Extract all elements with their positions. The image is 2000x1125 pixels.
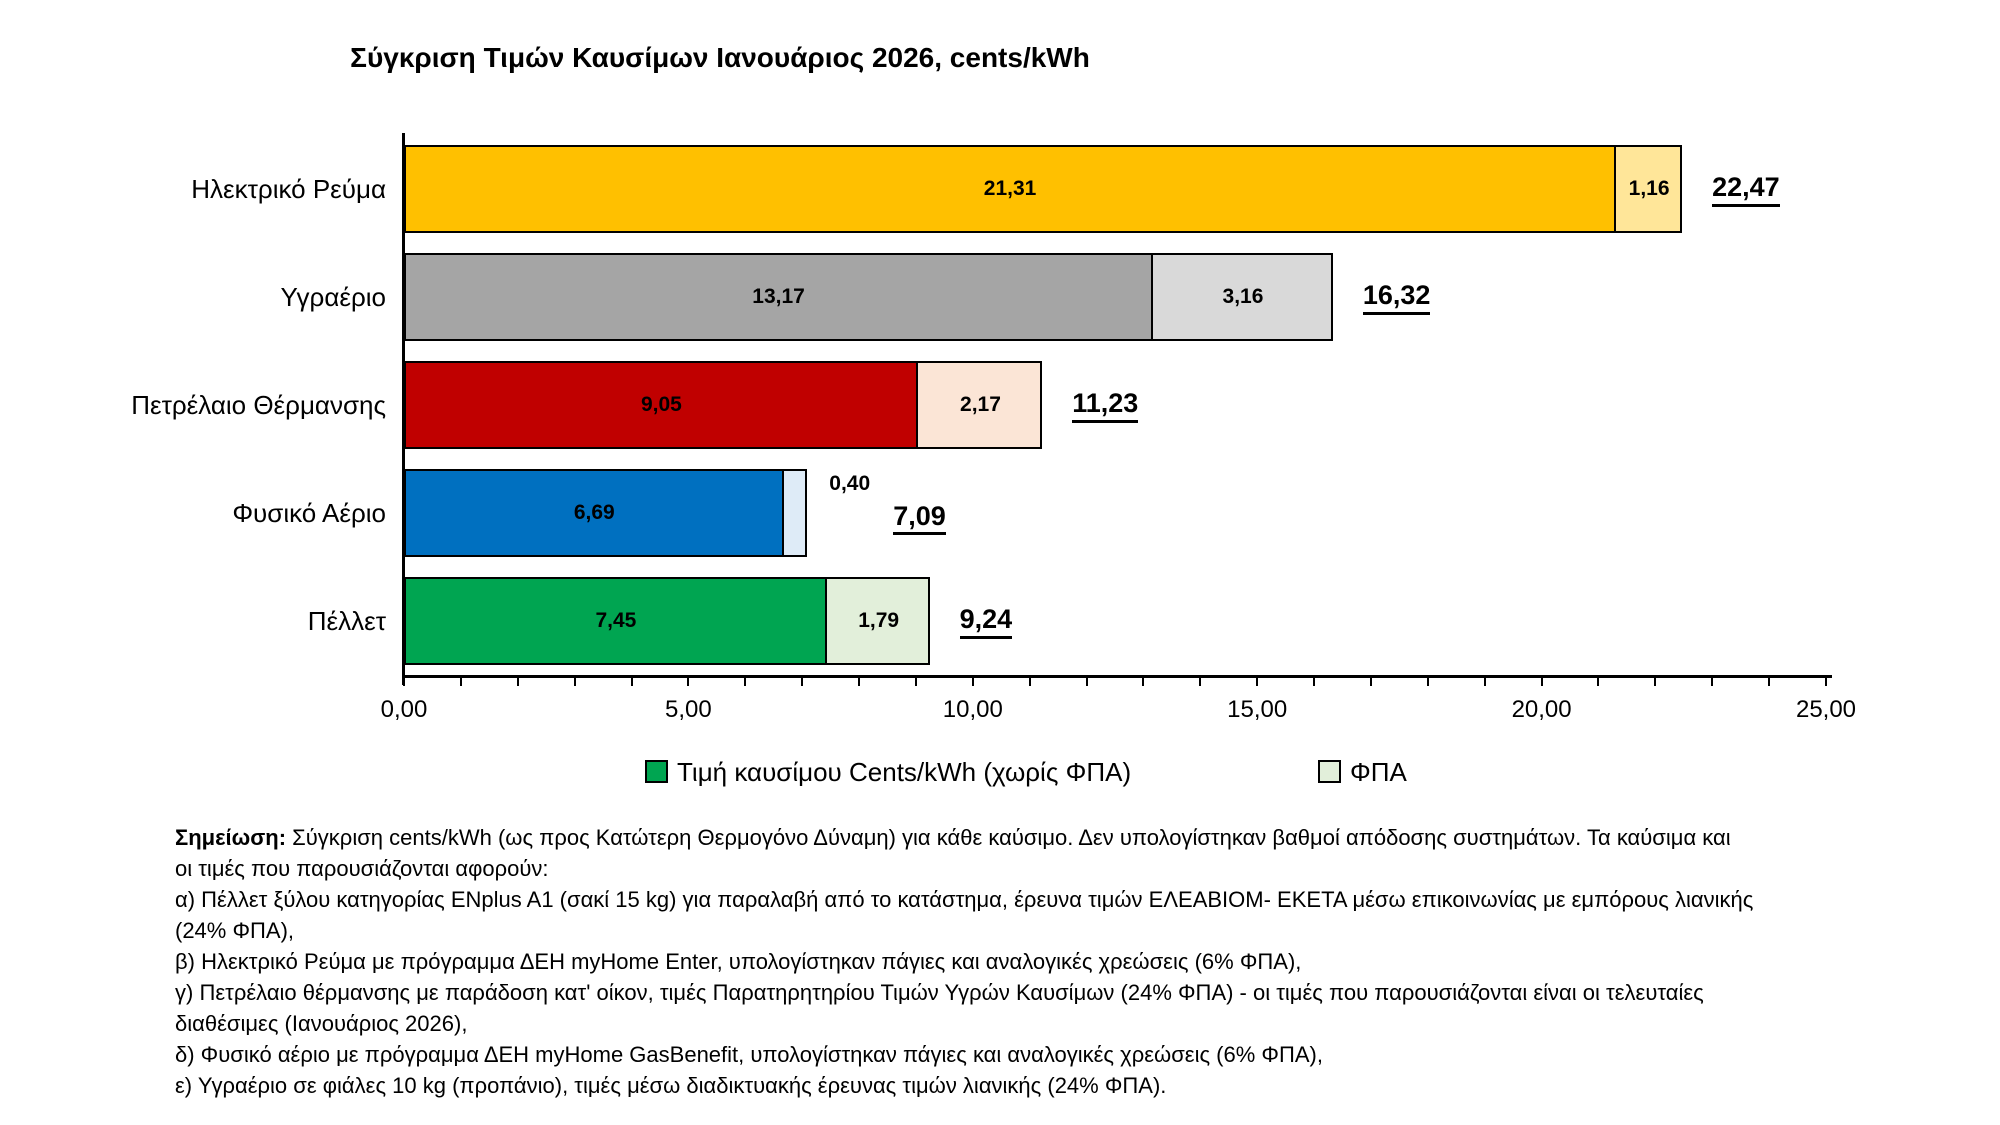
- bar-segment-base: [404, 361, 919, 449]
- total-value-label: 11,23: [1072, 361, 1139, 449]
- x-axis-tick: [630, 677, 633, 686]
- x-axis-tick: [1711, 677, 1714, 686]
- x-axis-tick: [403, 677, 405, 686]
- note-line: (24% ΦΠΑ),: [175, 918, 295, 943]
- note-line: ε) Υγραέριο σε φιάλες 10 kg (προπάνιο), …: [175, 1073, 1167, 1098]
- x-tick-label: 20,00: [1511, 696, 1572, 723]
- bar-segment-base: [404, 145, 1617, 233]
- segment-value-label: 6,69: [573, 501, 615, 524]
- x-tick-label: 25,00: [1795, 696, 1857, 723]
- vat-value-label: 0,40: [829, 472, 871, 495]
- total-value-label: 9,24: [959, 577, 1013, 665]
- category-label: Ηλεκτρικό Ρεύμα: [191, 174, 386, 204]
- x-axis-tick: [1313, 677, 1316, 686]
- x-axis-tick: [1654, 677, 1657, 686]
- x-tick-label: 5,00: [665, 696, 712, 723]
- x-axis-tick: [1142, 677, 1145, 686]
- x-axis-tick: [1768, 677, 1771, 686]
- segment-value-label: 9,05: [640, 393, 682, 416]
- category-label: Φυσικό Αέριο: [232, 498, 386, 528]
- category-label: Πετρέλαιο Θέρμανσης: [131, 390, 386, 420]
- category-label: Πέλλετ: [307, 606, 386, 636]
- x-axis-tick: [1597, 677, 1600, 686]
- segment-value-label: 21,31: [983, 177, 1037, 200]
- x-axis-tick: [1085, 677, 1088, 686]
- category-label: Υγραέριο: [280, 282, 386, 312]
- x-axis-tick: [971, 677, 974, 686]
- x-axis-tick: [1369, 677, 1372, 686]
- note-line: Σημείωση: Σύγκριση cents/kWh (ως προς Κα…: [175, 825, 1731, 850]
- vat-value-label: 3,16: [1222, 285, 1264, 308]
- legend-swatch-vat: [1318, 760, 1341, 783]
- chart-title: Σύγκριση Τιμών Καυσίμων Ιανουάριος 2026,…: [350, 42, 1090, 73]
- bar-segment-vat: [916, 361, 1043, 449]
- total-value-label: 22,47: [1712, 145, 1780, 233]
- x-axis-tick: [1256, 677, 1259, 686]
- x-tick-label: 0,00: [380, 696, 428, 723]
- note-line: β) Ηλεκτρικό Ρεύμα με πρόγραμμα ΔΕΗ myHo…: [175, 949, 1302, 974]
- x-axis-tick: [1199, 677, 1202, 686]
- total-value-label: 7,09: [893, 501, 946, 535]
- note-line: γ) Πετρέλαιο θέρμανσης με παράδοση κατ' …: [175, 980, 1704, 1005]
- x-axis-tick: [801, 677, 804, 686]
- bar-segment-vat: [782, 469, 808, 557]
- bar-segment-vat: [1613, 145, 1683, 233]
- x-axis-tick: [1540, 677, 1543, 686]
- segment-value-label: 7,45: [595, 609, 637, 632]
- vat-value-label: 1,79: [858, 609, 900, 632]
- legend-label-base: Τιμή καυσίμου Cents/kWh (χωρίς ΦΠΑ): [677, 757, 1132, 787]
- total-value-label: 16,32: [1362, 253, 1431, 341]
- x-axis-tick: [687, 677, 690, 686]
- x-axis-tick: [1483, 677, 1486, 686]
- x-axis-tick: [573, 677, 576, 686]
- note-line: α) Πέλλετ ξύλου κατηγορίας ENplus A1 (σα…: [175, 887, 1754, 912]
- bar-segment-vat: [825, 577, 930, 665]
- x-axis-tick: [914, 677, 917, 686]
- x-axis-tick: [516, 677, 519, 686]
- x-axis-tick: [459, 677, 462, 686]
- x-axis: [402, 675, 1832, 678]
- vat-value-label: 1,16: [1628, 177, 1670, 200]
- segment-value-label: 13,17: [752, 285, 805, 308]
- x-tick-label: 10,00: [942, 696, 1003, 723]
- legend-label-vat: ΦΠΑ: [1350, 757, 1407, 787]
- bar-segment-base: [404, 577, 828, 665]
- note-line: οι τιμές που παρουσιάζονται αφορούν:: [175, 856, 549, 881]
- x-axis-tick: [1028, 677, 1031, 686]
- x-axis-tick: [1426, 677, 1429, 686]
- y-axis: [402, 133, 405, 685]
- x-axis-tick: [744, 677, 747, 686]
- note-line: δ) Φυσικό αέριο με πρόγραμμα ΔΕΗ myHome …: [175, 1042, 1323, 1067]
- note-line: διαθέσιμες (Ιανουάριος 2026),: [175, 1011, 468, 1036]
- vat-value-label: 2,17: [960, 393, 1001, 416]
- bar-segment-vat: [1150, 253, 1333, 341]
- x-axis-tick: [1825, 677, 1827, 686]
- legend-swatch-base: [645, 760, 668, 783]
- x-axis-tick: [858, 677, 861, 686]
- x-tick-label: 15,00: [1227, 696, 1288, 723]
- bar-segment-base: [404, 469, 785, 557]
